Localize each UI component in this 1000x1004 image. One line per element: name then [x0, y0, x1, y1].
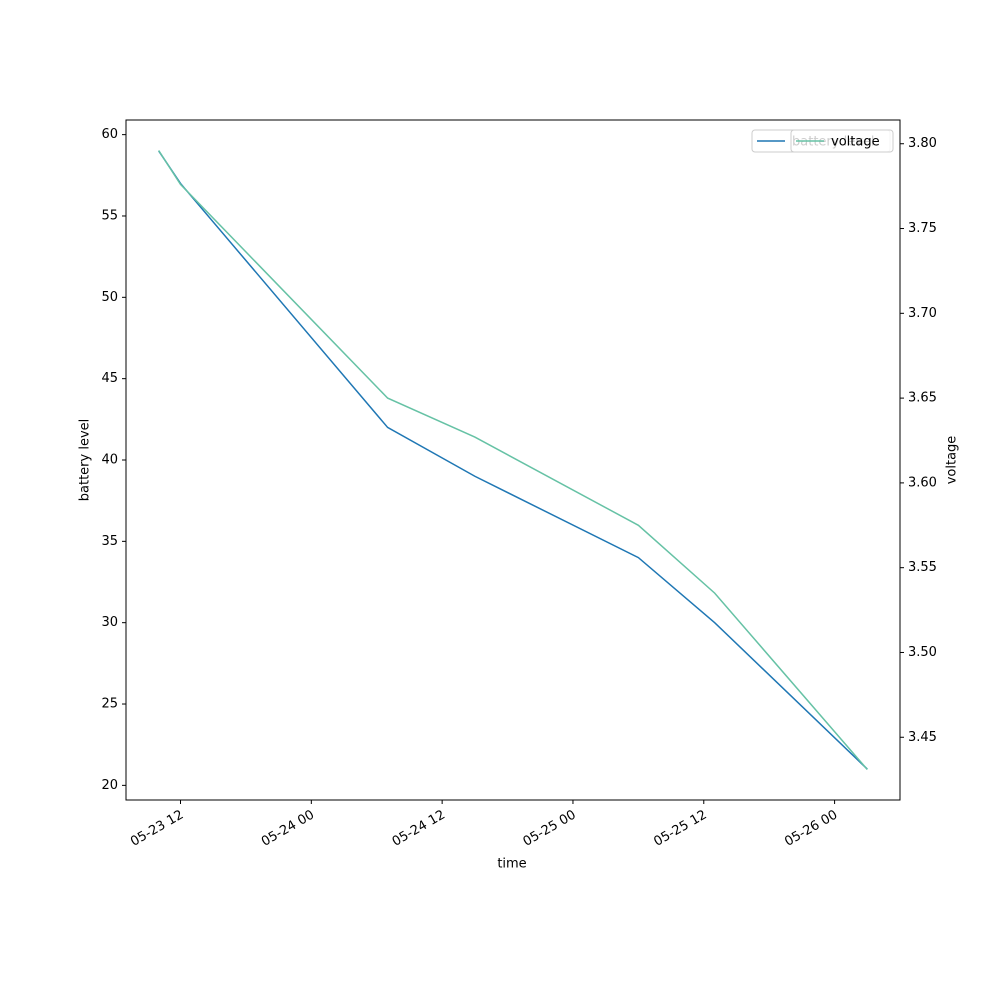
y2-tick-label: 3.65	[908, 391, 937, 406]
series-line	[158, 150, 868, 770]
x-tick-label: 05-25 00	[521, 808, 579, 850]
legend-label: voltage	[831, 135, 880, 150]
y-tick-label: 50	[101, 290, 118, 305]
y-tick-label: 55	[101, 208, 118, 223]
x-tick-label: 05-25 12	[651, 808, 709, 850]
y-axis-label: battery level	[78, 419, 93, 502]
plot-frame	[125, 119, 901, 801]
y-tick-label: 20	[101, 778, 118, 793]
x-tick-label: 05-26 00	[782, 808, 840, 850]
y2-tick-label: 3.75	[908, 221, 937, 236]
series-line	[158, 150, 868, 770]
x-tick-label: 05-24 00	[259, 808, 317, 850]
y2-tick-label: 3.50	[908, 645, 937, 660]
y-tick-label: 35	[101, 534, 118, 549]
legend-box	[790, 129, 894, 153]
x-axis-label: time	[497, 857, 526, 872]
y2-tick-label: 3.70	[908, 306, 937, 321]
y2-axis-label: voltage	[945, 436, 960, 485]
y2-tick-label: 3.80	[908, 136, 937, 151]
x-tick-label: 05-23 12	[128, 808, 186, 850]
y-tick-label: 30	[101, 615, 118, 630]
y2-tick-label: 3.45	[908, 730, 937, 745]
y2-tick-label: 3.55	[908, 560, 937, 575]
x-tick-label: 05-24 12	[390, 808, 448, 850]
y2-tick-label: 3.60	[908, 475, 937, 490]
y-tick-label: 45	[101, 371, 118, 386]
y-tick-label: 40	[101, 453, 118, 468]
y-tick-label: 60	[101, 127, 118, 142]
y-tick-label: 25	[101, 697, 118, 712]
